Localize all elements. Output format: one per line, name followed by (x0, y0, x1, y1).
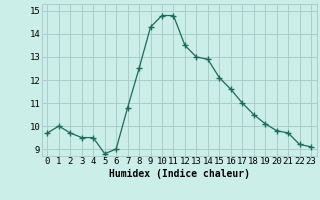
X-axis label: Humidex (Indice chaleur): Humidex (Indice chaleur) (109, 169, 250, 179)
